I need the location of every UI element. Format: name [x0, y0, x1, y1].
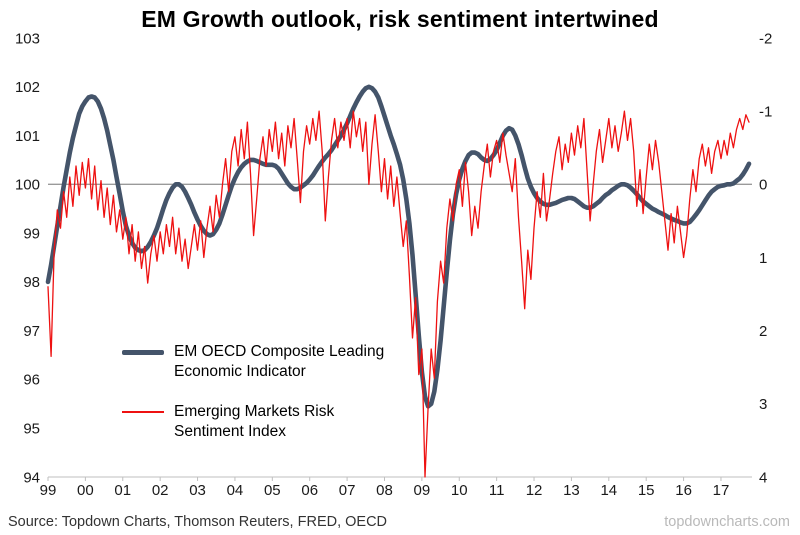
svg-text:10: 10	[451, 482, 468, 499]
svg-text:01: 01	[114, 482, 131, 499]
svg-text:07: 07	[339, 482, 356, 499]
y-axis-left-labels: 103 102 101 100 99 98 97 96 95 94	[15, 30, 40, 486]
legend: EM OECD Composite Leading Economic Indic…	[122, 342, 386, 443]
svg-text:06: 06	[301, 482, 318, 499]
svg-text:05: 05	[264, 482, 281, 499]
svg-text:08: 08	[376, 482, 393, 499]
svg-text:102: 102	[15, 79, 40, 96]
svg-text:98: 98	[23, 274, 40, 291]
svg-text:0: 0	[759, 177, 767, 194]
svg-text:-1: -1	[759, 103, 772, 120]
x-axis-ticks	[47, 477, 722, 481]
svg-text:96: 96	[23, 372, 40, 389]
watermark: topdowncharts.com	[664, 514, 790, 530]
legend-item-risk-sentiment: Emerging Markets Risk Sentiment Index	[122, 402, 386, 442]
x-axis-labels: 99 00 01 02 03 04 05 06 07 08 09 10 11 12 13 14 15 16 17	[40, 482, 730, 499]
svg-text:04: 04	[227, 482, 244, 499]
legend-label-oecd: EM OECD Composite Leading Economic Indic…	[174, 343, 385, 381]
svg-text:00: 00	[77, 482, 94, 499]
legend-item-oecd-cli: EM OECD Composite Leading Economic Indic…	[122, 342, 386, 382]
svg-text:4: 4	[759, 469, 767, 486]
series-line-em-risk-sentiment	[47, 110, 750, 478]
svg-text:94: 94	[23, 469, 40, 486]
svg-text:103: 103	[15, 30, 40, 47]
chart-title: EM Growth outlook, risk sentiment intert…	[141, 6, 659, 32]
svg-text:12: 12	[526, 482, 543, 499]
svg-text:09: 09	[414, 482, 431, 499]
svg-text:15: 15	[638, 482, 655, 499]
svg-text:1: 1	[759, 250, 767, 267]
legend-line-sample-oecd	[122, 350, 164, 355]
svg-text:14: 14	[600, 482, 617, 499]
svg-text:101: 101	[15, 128, 40, 145]
svg-text:03: 03	[189, 482, 206, 499]
y-axis-right-labels: -2 -1 0 1 2 3 4	[759, 30, 772, 486]
svg-text:95: 95	[23, 420, 40, 437]
svg-text:3: 3	[759, 396, 767, 413]
series-line-em-oecd-cli	[45, 84, 752, 409]
svg-text:17: 17	[713, 482, 730, 499]
svg-text:-2: -2	[759, 30, 772, 47]
svg-text:2: 2	[759, 323, 767, 340]
svg-text:97: 97	[23, 323, 40, 340]
svg-text:13: 13	[563, 482, 580, 499]
svg-text:100: 100	[15, 177, 40, 194]
svg-text:11: 11	[489, 482, 505, 499]
legend-label-risk: Emerging Markets Risk Sentiment Index	[174, 403, 335, 441]
legend-line-sample-risk	[122, 411, 164, 414]
svg-text:02: 02	[152, 482, 169, 499]
source-attribution: Source: Topdown Charts, Thomson Reuters,…	[8, 514, 388, 530]
svg-text:99: 99	[23, 225, 40, 242]
svg-text:99: 99	[40, 482, 57, 499]
svg-text:16: 16	[675, 482, 692, 499]
